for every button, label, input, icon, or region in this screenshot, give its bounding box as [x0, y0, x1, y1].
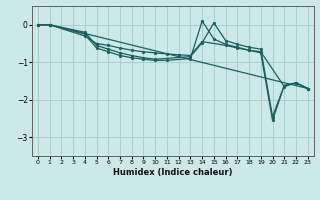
X-axis label: Humidex (Indice chaleur): Humidex (Indice chaleur): [113, 168, 233, 177]
